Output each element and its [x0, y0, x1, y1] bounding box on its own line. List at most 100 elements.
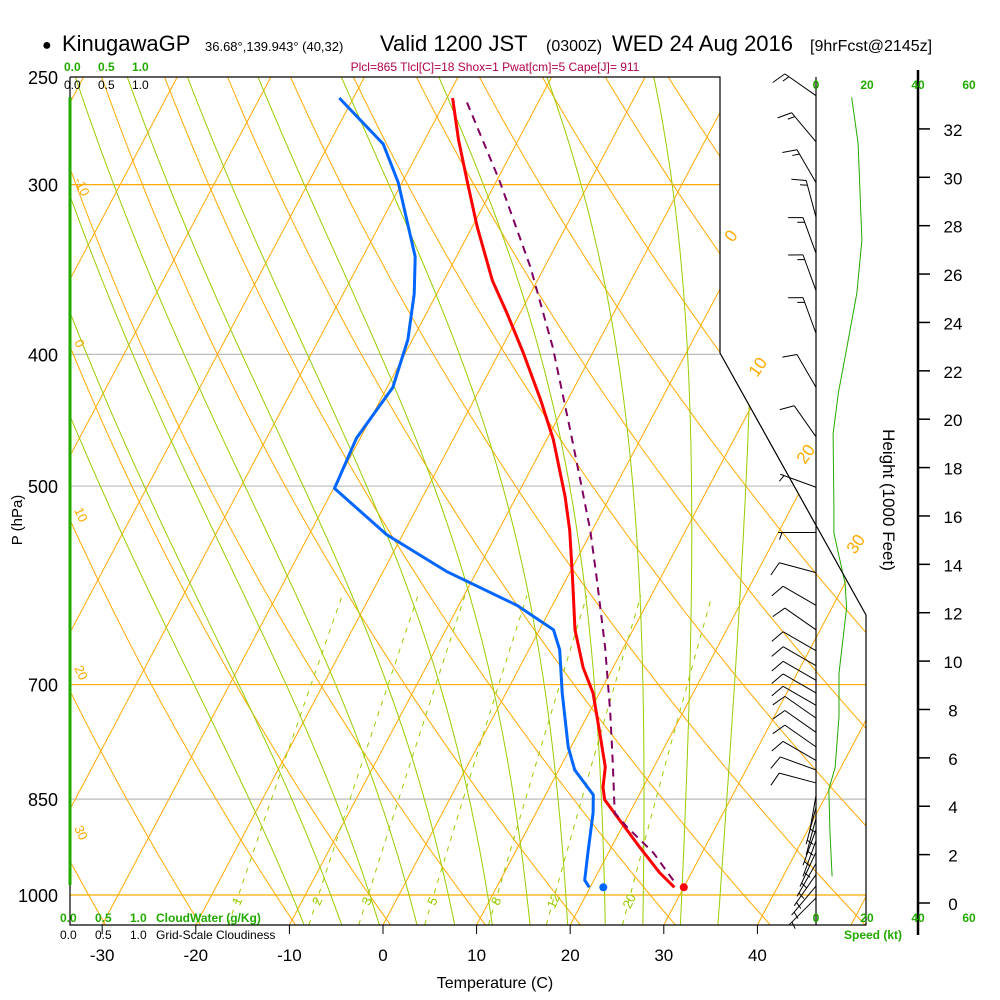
wind-barb-feather — [771, 673, 784, 684]
wind-barb-half-feather — [782, 76, 790, 82]
mixing-ratio-line — [621, 595, 713, 925]
speed-bottom-tick-0: 0 — [813, 911, 820, 925]
mixing-ratio-line — [308, 595, 419, 925]
mixing-ratio-line — [358, 595, 466, 925]
moist-adiabat-line — [126, 77, 457, 925]
isotherm-label: 0 — [721, 227, 742, 246]
height-tick-label: 24 — [944, 314, 963, 333]
adiabat-label: 20 — [71, 663, 91, 682]
wind-barb — [771, 631, 817, 652]
forecast-info: [9hrFcst@2145z] — [810, 38, 932, 55]
wind-barb-half-feather — [779, 532, 783, 540]
speed-bottom-tick-20: 20 — [860, 911, 874, 925]
pressure-tick-label: 250 — [28, 68, 58, 88]
wind-barb-feather — [771, 660, 784, 672]
cloud-top-green-0: 0.0 — [64, 60, 81, 74]
moist-adiabat-line — [70, 77, 344, 925]
temp-tick-label: -20 — [184, 946, 209, 965]
wind-barb-half-feather — [800, 184, 808, 186]
wind-barb-staff — [799, 851, 817, 887]
mixing-ratio-label: 2 — [309, 895, 326, 908]
wind-barb — [791, 885, 817, 919]
isotherm-line — [476, 77, 866, 925]
cloudiness-bottom-1: 0.5 — [95, 928, 112, 942]
dry-adiabat-line — [856, 77, 866, 925]
wind-barb-staff — [802, 217, 817, 254]
isotherm-line — [101, 77, 553, 925]
stability-indices: Plcl=865 Tlcl[C]=18 Shox=1 Pwat[cm]=5 Ca… — [351, 60, 640, 74]
moist-adiabat-line — [653, 77, 693, 925]
wind-barb — [788, 297, 817, 334]
isotherm-label: 10 — [745, 354, 771, 380]
wind-barb — [771, 685, 817, 706]
mixing-ratio-line — [545, 595, 642, 925]
dry-adiabat-line — [70, 77, 395, 925]
height-tick-label: 4 — [948, 798, 957, 817]
height-tick-label: 28 — [944, 218, 963, 237]
mixing-ratio-line — [488, 595, 588, 925]
cloud-top-green-1: 0.5 — [98, 60, 115, 74]
height-tick-label: 22 — [944, 363, 963, 382]
wind-barb — [777, 112, 817, 143]
wind-barb-staff — [805, 807, 817, 845]
profiles — [332, 73, 863, 929]
temp-tick-label: 10 — [467, 946, 486, 965]
pressure-tick-label: 400 — [28, 345, 58, 365]
surface-temperature-point — [679, 883, 688, 892]
wind-barb-staff — [779, 562, 817, 574]
temp-tick-label: -10 — [277, 946, 302, 965]
dry-adiabat-line — [983, 77, 1000, 929]
surface-dewpoint-point — [599, 883, 608, 892]
wind-barb — [782, 353, 817, 388]
cloud-top-black-1: 0.5 — [98, 78, 115, 92]
pressure-tick-label: 850 — [28, 790, 58, 810]
cloudiness-bottom-0: 0.0 — [60, 928, 77, 942]
wind-barb-staff — [805, 180, 817, 218]
cloudiness-bottom-2: 1.0 — [130, 928, 147, 942]
wind-barb-half-feather — [787, 116, 795, 120]
wind-barb — [772, 710, 817, 733]
height-tick-label: 6 — [948, 750, 957, 769]
wind-barb-half-feather — [796, 902, 802, 909]
wind-barb-staff — [796, 354, 817, 388]
y-axis-title: P (hPa) — [9, 495, 26, 546]
wind-barb — [771, 740, 817, 761]
wind-barb-staff — [796, 863, 817, 897]
wind-barb-staff — [780, 473, 817, 488]
wind-barb-feather — [771, 646, 784, 657]
temp-tick-label: 30 — [654, 946, 673, 965]
mixing-ratio-line — [227, 595, 343, 925]
speed-bottom-tick-60: 60 — [962, 911, 976, 925]
wind-barb — [796, 863, 817, 899]
moist-adiabat-line — [74, 77, 419, 925]
wind-barb-staff — [791, 112, 817, 143]
adiabat-label: 30 — [71, 823, 91, 842]
wind-barb-half-feather — [778, 475, 785, 482]
moist-adiabat-line — [546, 77, 645, 925]
isotherm-line — [70, 77, 178, 925]
wind-barb — [772, 607, 817, 631]
wind-barb — [771, 585, 817, 606]
wind-barb-feather — [772, 695, 786, 706]
dry-adiabat-line — [227, 77, 775, 925]
wind-barb-staff — [788, 897, 817, 926]
isotherm-line — [70, 77, 459, 925]
speed-top-tick-20: 20 — [860, 78, 874, 92]
parcel-line — [466, 102, 678, 886]
wind-barb-staff — [793, 405, 817, 438]
wind-barb-feather — [770, 756, 781, 769]
mixing-ratio-line — [424, 595, 528, 925]
height-axis-title: Height (1000 Feet) — [879, 429, 898, 571]
isotherm-line — [289, 77, 740, 925]
moist-adiabat-line — [70, 77, 382, 925]
speed-top-tick-40: 40 — [911, 78, 925, 92]
isotherm-line — [382, 77, 833, 925]
speed-top-tick-0: 0 — [813, 78, 820, 92]
cloud-top-black-2: 1.0 — [132, 78, 149, 92]
wind-barb — [771, 660, 817, 681]
dry-adiabat-line — [478, 77, 866, 925]
mixing-ratio-label: 20 — [619, 891, 639, 910]
wind-barb-staff — [802, 254, 817, 291]
wind-barb-feather — [791, 178, 807, 181]
